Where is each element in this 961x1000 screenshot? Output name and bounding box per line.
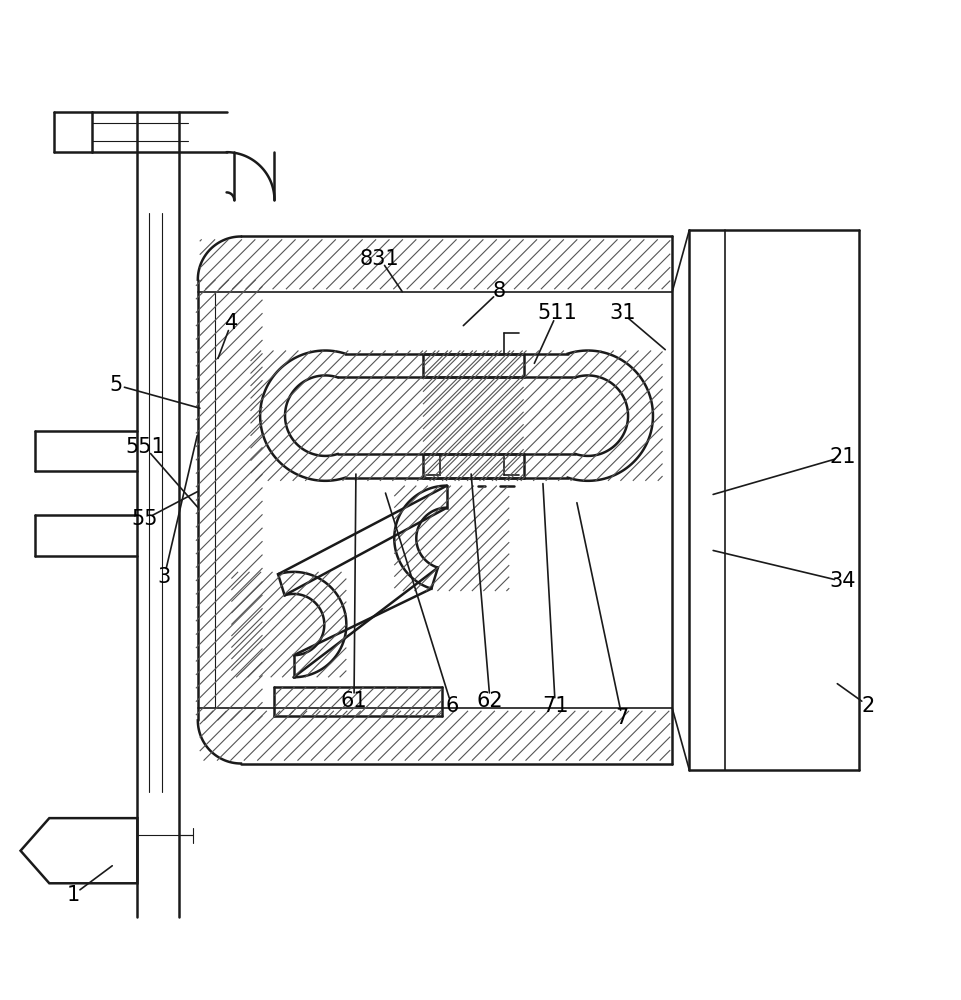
Text: 511: 511 [537, 303, 577, 323]
Text: 3: 3 [158, 567, 171, 587]
Text: 71: 71 [542, 696, 569, 716]
Text: 55: 55 [132, 509, 159, 529]
Text: 7: 7 [616, 708, 628, 728]
Text: 61: 61 [341, 691, 367, 711]
Text: 2: 2 [862, 696, 875, 716]
Text: 21: 21 [829, 447, 856, 467]
Text: 551: 551 [125, 437, 165, 457]
Text: 4: 4 [225, 313, 238, 333]
Text: 5: 5 [110, 375, 123, 395]
Text: 34: 34 [829, 571, 856, 591]
Text: 6: 6 [445, 696, 458, 716]
Text: 62: 62 [477, 691, 504, 711]
Text: 31: 31 [609, 303, 635, 323]
Text: 1: 1 [66, 885, 80, 905]
Text: 8: 8 [493, 281, 506, 301]
Text: 831: 831 [360, 249, 400, 269]
